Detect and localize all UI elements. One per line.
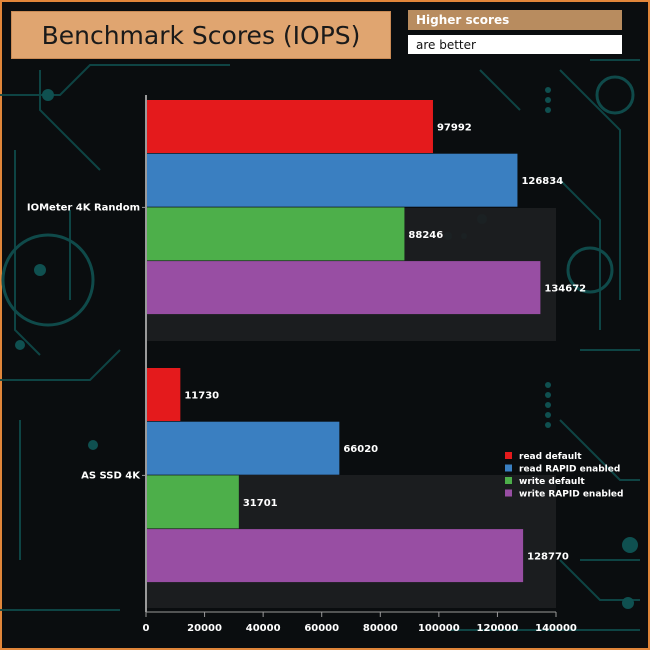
value-label-as-ssd-4k-write-rapid-enabled: 128770 bbox=[527, 552, 569, 563]
bar-iometer-4k-random-read-default bbox=[146, 100, 433, 153]
legend-swatch-read-default bbox=[505, 452, 512, 459]
legend-label-read-rapid-enabled: read RAPID enabled bbox=[519, 465, 620, 475]
category-label-iometer-4k-random: IOMeter 4K Random bbox=[27, 202, 140, 213]
x-tick-label-20000: 20000 bbox=[187, 623, 222, 634]
bars-layer bbox=[146, 100, 541, 583]
bar-iometer-4k-random-write-default bbox=[146, 207, 405, 261]
are-better-note: are better bbox=[408, 35, 622, 54]
x-tick-label-140000: 140000 bbox=[535, 623, 577, 634]
axis-layer: 0 20000 40000 60000 80000 100000 120000 140000 bbox=[142, 95, 577, 634]
labels-layer: 97992 126834 88246 134672 IOMeter 4K Random 1… bbox=[27, 123, 586, 563]
x-tick-label-40000: 40000 bbox=[246, 623, 281, 634]
legend-swatch-read-rapid-enabled bbox=[505, 464, 512, 472]
category-label-as-ssd-4k: AS SSD 4K bbox=[81, 470, 141, 481]
x-tick-label-60000: 60000 bbox=[304, 623, 339, 634]
value-label-as-ssd-4k-read-default: 11730 bbox=[184, 391, 219, 402]
chart-legend: read default read RAPID enabled write defa… bbox=[505, 452, 623, 500]
legend-swatch-write-default bbox=[505, 477, 512, 484]
bar-as-ssd-4k-read-default bbox=[146, 368, 181, 421]
x-tick-label-100000: 100000 bbox=[418, 623, 460, 634]
x-tick-label-0: 0 bbox=[143, 623, 150, 634]
x-tick-label-120000: 120000 bbox=[477, 623, 519, 634]
value-label-iometer-4k-random-read-default: 97992 bbox=[437, 123, 472, 134]
value-label-iometer-4k-random-write-rapid-enabled: 134672 bbox=[544, 284, 586, 295]
higher-scores-note: Higher scores bbox=[408, 10, 622, 30]
chart-title: Benchmark Scores (IOPS) bbox=[11, 11, 391, 59]
legend-label-write-rapid-enabled: write RAPID enabled bbox=[519, 490, 623, 500]
value-label-iometer-4k-random-read-rapid-enabled: 126834 bbox=[521, 176, 563, 187]
bar-iometer-4k-random-write-rapid-enabled bbox=[146, 261, 541, 315]
x-tick-label-80000: 80000 bbox=[363, 623, 398, 634]
value-label-as-ssd-4k-write-default: 31701 bbox=[243, 498, 278, 509]
legend-label-read-default: read default bbox=[519, 452, 582, 462]
legend-swatch-write-rapid-enabled bbox=[505, 489, 512, 497]
bar-as-ssd-4k-write-default bbox=[146, 475, 239, 529]
value-label-iometer-4k-random-write-default: 88246 bbox=[408, 230, 443, 241]
legend-label-write-default: write default bbox=[519, 477, 585, 487]
value-label-as-ssd-4k-read-rapid-enabled: 66020 bbox=[343, 444, 378, 455]
bar-as-ssd-4k-write-rapid-enabled bbox=[146, 529, 524, 583]
bar-as-ssd-4k-read-rapid-enabled bbox=[146, 421, 340, 475]
bar-iometer-4k-random-read-rapid-enabled bbox=[146, 153, 518, 207]
